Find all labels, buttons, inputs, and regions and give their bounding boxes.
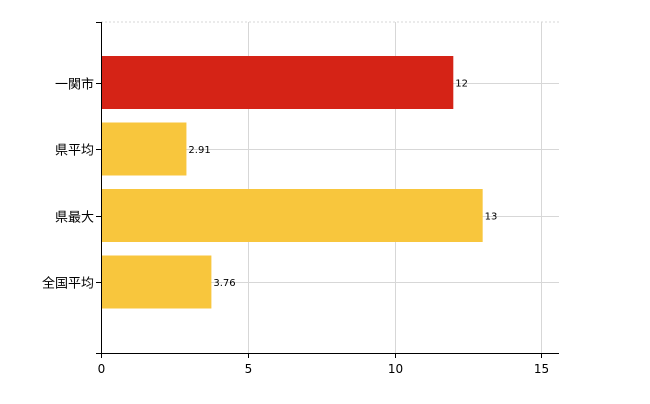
category-label-3: 全国平均	[42, 276, 94, 292]
category-label-2: 県最大	[55, 211, 94, 226]
category-label-1: 県平均	[55, 144, 94, 159]
x-tick-label-0: 0	[98, 362, 106, 376]
axis-layer	[96, 22, 559, 358]
category-label-0: 一関市	[55, 77, 94, 93]
bar-3	[101, 255, 212, 309]
data-label-1: 2.91	[188, 145, 210, 156]
bar-0	[101, 56, 454, 109]
data-label-2: 13	[485, 212, 498, 223]
x-tick-label-3: 15	[534, 362, 549, 376]
x-tick-label-2: 10	[388, 362, 403, 376]
bar-2	[101, 189, 483, 242]
x-tick-label-1: 5	[245, 362, 253, 376]
bar-1	[101, 122, 187, 176]
bar-layer	[101, 56, 483, 309]
data-label-0: 12	[455, 79, 468, 90]
data-label-3: 3.76	[213, 278, 235, 289]
